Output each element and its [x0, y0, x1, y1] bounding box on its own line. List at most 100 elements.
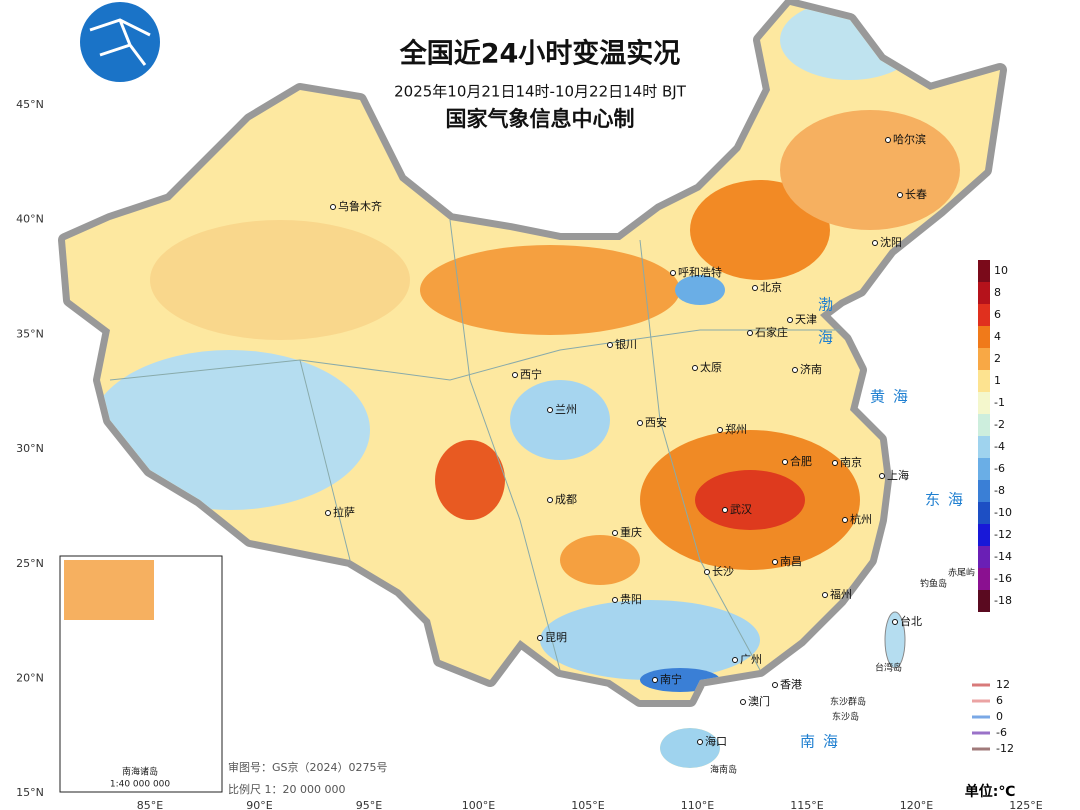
agency: 国家气象信息中心制 [446, 107, 635, 131]
city-dot [822, 592, 828, 598]
city-label: 广州 [740, 653, 762, 666]
legend-line-label: -6 [996, 726, 1007, 739]
city-dot [782, 459, 788, 465]
island-label: 东沙群岛 [830, 696, 866, 708]
longitude-label: 120°E [900, 799, 933, 810]
city-dot [897, 192, 903, 198]
city-dot [747, 330, 753, 336]
city-label: 香港 [780, 678, 802, 691]
title: 全国近24小时变温实况 [399, 38, 681, 70]
city-dot [330, 204, 336, 210]
city-label: 天津 [795, 313, 817, 326]
subtitle: 2025年10月21日14时-10月22日14时 BJT [394, 83, 687, 101]
legend-swatch [978, 348, 990, 370]
longitude-label: 95°E [356, 799, 382, 810]
city-dot [637, 420, 643, 426]
longitude-label: 125°E [1009, 799, 1042, 810]
legend-label: -2 [994, 418, 1005, 431]
longitude-label: 110°E [681, 799, 714, 810]
legend-label: -18 [994, 594, 1012, 607]
city-label: 西宁 [520, 367, 542, 381]
city-label: 北京 [760, 280, 782, 294]
inset-land [64, 560, 154, 620]
city-dot [892, 619, 898, 625]
legend-label: -14 [994, 550, 1012, 563]
city-label: 乌鲁木齐 [338, 199, 382, 213]
city-dot [842, 517, 848, 523]
city-label: 澳门 [748, 694, 770, 708]
city-label: 长春 [905, 188, 927, 201]
legend-label: -4 [994, 440, 1005, 453]
city-dot [670, 270, 676, 276]
city-dot [832, 460, 838, 466]
city-dot [547, 407, 553, 413]
legend-label: 2 [994, 352, 1001, 365]
city-dot [722, 507, 728, 513]
legend-line-label: 0 [996, 710, 1003, 723]
longitude-label: 100°E [462, 799, 495, 810]
city-dot [325, 510, 331, 516]
legend-line-label: 6 [996, 694, 1003, 707]
city-label: 贵阳 [620, 593, 642, 606]
legend-swatch [978, 546, 990, 568]
city-label: 福州 [830, 587, 852, 601]
city-label: 武汉 [730, 503, 752, 516]
sea-label: 海 [818, 329, 841, 347]
city-label: 石家庄 [755, 325, 788, 339]
city-dot [704, 569, 710, 575]
legend-swatch [978, 260, 990, 282]
legend-line-label: 12 [996, 678, 1010, 691]
city-dot [772, 682, 778, 688]
city-label: 南宁 [660, 672, 682, 686]
city-label: 银川 [615, 337, 637, 351]
city-dot [732, 657, 738, 663]
legend-swatch [978, 414, 990, 436]
city-label: 郑州 [725, 422, 747, 436]
legend-label: 4 [994, 330, 1001, 343]
city-label: 济南 [800, 362, 822, 376]
province-borders [109, 219, 840, 671]
logo [80, 2, 160, 82]
city-label: 西安 [645, 415, 667, 429]
city-dot [612, 597, 618, 603]
city-dot [772, 559, 778, 565]
city-dot [512, 372, 518, 378]
city-label: 兰州 [555, 403, 577, 416]
city-label: 成都 [555, 493, 577, 506]
city-dot [872, 240, 878, 246]
city-label: 海口 [705, 734, 727, 748]
city-dot [740, 699, 746, 705]
legend-label: 6 [994, 308, 1001, 321]
legend-swatch [978, 304, 990, 326]
city-dot [885, 137, 891, 143]
legend-swatch [978, 370, 990, 392]
legend-swatch [978, 568, 990, 590]
legend-label: -16 [994, 572, 1012, 585]
legend-label: 8 [994, 286, 1001, 299]
city-dot [792, 367, 798, 373]
city-label: 拉萨 [333, 505, 355, 519]
unit: 单位:℃ [965, 783, 1016, 800]
city-label: 重庆 [620, 525, 642, 539]
legend-swatch [978, 524, 990, 546]
latitude-label: 15°N [16, 786, 44, 799]
sea-label: 南海 [800, 733, 846, 751]
city-dot [879, 473, 885, 479]
logo-mark [89, 18, 151, 66]
sea-label: 渤 [818, 296, 841, 314]
city-label: 沈阳 [880, 235, 902, 249]
city-label: 南京 [840, 455, 862, 469]
latitude-label: 20°N [16, 672, 44, 685]
latitude-label: 30°N [16, 442, 44, 455]
island-label: 钓鱼岛 [920, 578, 947, 590]
city-label: 上海 [887, 468, 909, 482]
sea-label: 东海 [925, 491, 971, 509]
legend-swatch [978, 502, 990, 524]
city-label: 台北 [900, 614, 922, 628]
city-dot [717, 427, 723, 433]
legend-swatch [978, 282, 990, 304]
longitude-label: 115°E [790, 799, 823, 810]
longitude-label: 90°E [246, 799, 272, 810]
